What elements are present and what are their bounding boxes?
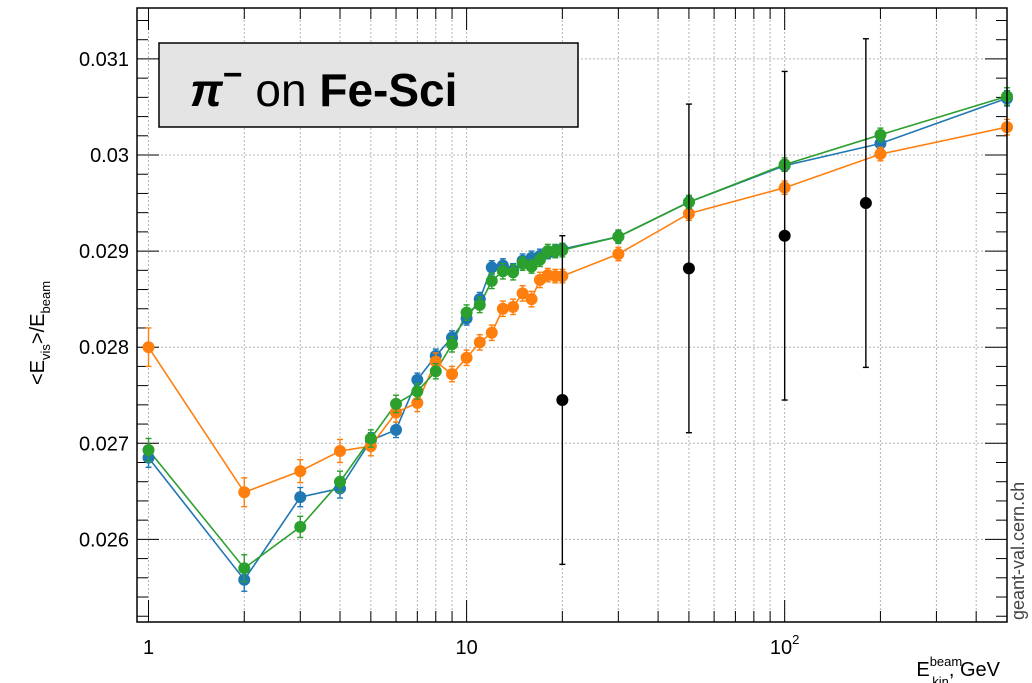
- series-3-point: [533, 253, 546, 266]
- series-marks: [142, 38, 1013, 592]
- watermark: geant-val.cern.ch: [1008, 482, 1028, 620]
- series-3-point: [390, 397, 403, 410]
- series-2-point: [238, 486, 251, 499]
- plot-frame: [136, 7, 1008, 623]
- title-particle: π: [190, 64, 224, 116]
- title-charge: −: [223, 56, 243, 94]
- series-2-point: [612, 247, 625, 260]
- series-3-point: [525, 260, 538, 273]
- series-3-point: [334, 475, 347, 488]
- series-2-point: [496, 302, 509, 315]
- series-2-point: [334, 444, 347, 457]
- series-4-point: [682, 262, 695, 275]
- series-3-point: [446, 338, 459, 351]
- series-4-point: [859, 197, 872, 210]
- series-2-point: [294, 465, 307, 478]
- y-tick-label: 0.029: [79, 241, 129, 263]
- series-3-point: [612, 230, 625, 243]
- series-3-point: [473, 298, 486, 311]
- x-tick-label: 10: [455, 637, 477, 659]
- svg-text:π− on Fe-Sci: π− on Fe-Sci: [190, 56, 457, 116]
- y-tick-label: 0.026: [79, 529, 129, 551]
- y-tick-label: 0.027: [79, 433, 129, 455]
- y-axis-title: <Evis>/Ebeam: [27, 281, 53, 385]
- series-3-point: [485, 274, 498, 287]
- series-2-point: [516, 287, 529, 300]
- series-2-point: [507, 300, 520, 313]
- series-3-point: [411, 385, 424, 398]
- y-tick-label: 0.03: [90, 145, 129, 167]
- series-3-point: [496, 265, 509, 278]
- series-2-point: [446, 368, 459, 381]
- series-2-point: [485, 326, 498, 339]
- series-1-point: [874, 137, 887, 150]
- series-2-point: [525, 293, 538, 306]
- series-1-point: [294, 491, 307, 504]
- series-3-point: [364, 432, 377, 445]
- x-tick-label: 102: [770, 632, 799, 659]
- y-tick-label: 0.028: [79, 337, 129, 359]
- series-4-point: [556, 394, 569, 407]
- title-box: π− on Fe-Sci: [158, 42, 579, 128]
- series-2-point: [874, 148, 887, 161]
- tick-labels: 0.026 0.027 0.028 0.029 0.03 0.031 1 10 102: [79, 49, 799, 659]
- title-middle: on: [243, 64, 320, 116]
- axis-ticks: [137, 8, 1008, 622]
- y-tick-label: 0.031: [79, 49, 129, 71]
- series-2-point: [473, 336, 486, 349]
- series-3-point: [874, 128, 887, 141]
- series-2-point: [411, 396, 424, 409]
- series-3-point: [142, 444, 155, 457]
- series-3-point: [460, 306, 473, 319]
- series-2-point: [142, 341, 155, 354]
- series-1-point: [485, 261, 498, 274]
- x-tick-label: 1: [143, 637, 154, 659]
- series-3-point: [507, 266, 520, 279]
- series-1-point: [411, 373, 424, 386]
- series-4-point: [778, 229, 791, 242]
- series-3-point: [294, 520, 307, 533]
- series-3-point: [238, 562, 251, 575]
- series-3-point: [429, 365, 442, 378]
- series-2-point: [429, 355, 442, 368]
- series-1-point: [390, 423, 403, 436]
- title-target: Fe-Sci: [319, 64, 457, 116]
- series-2-point: [460, 351, 473, 364]
- x-axis-title: Ebeam kin, GeV: [916, 654, 1000, 683]
